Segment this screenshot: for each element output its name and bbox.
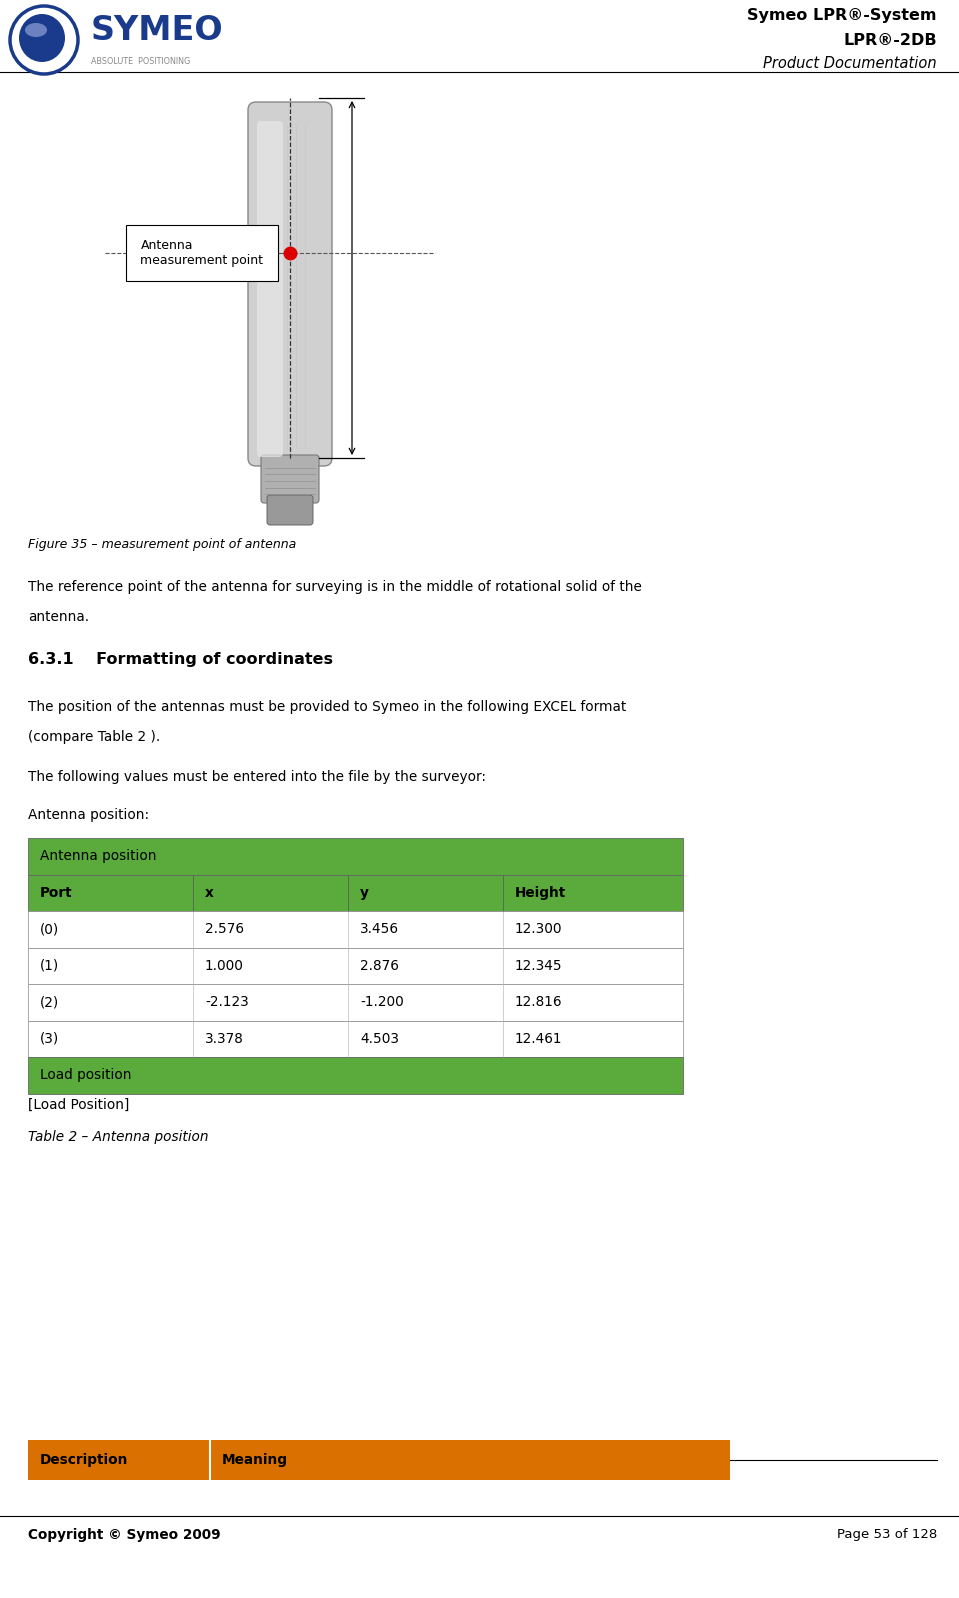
Text: (compare Table 2 ).: (compare Table 2 ). — [28, 730, 160, 745]
Text: The reference point of the antenna for surveying is in the middle of rotational : The reference point of the antenna for s… — [28, 580, 642, 594]
Text: Port: Port — [40, 885, 73, 900]
Bar — [28, 1021, 683, 1056]
Bar — [28, 837, 683, 874]
FancyBboxPatch shape — [248, 102, 332, 467]
Text: 6.3.1    Formatting of coordinates: 6.3.1 Formatting of coordinates — [28, 652, 333, 666]
Text: (3): (3) — [40, 1032, 59, 1045]
Text: Meaning: Meaning — [222, 1453, 288, 1467]
Text: x: x — [205, 885, 214, 900]
Bar — [28, 1056, 683, 1093]
Text: Antenna
measurement point: Antenna measurement point — [141, 238, 264, 267]
Text: 3.378: 3.378 — [205, 1032, 244, 1045]
Text: Copyright © Symeo 2009: Copyright © Symeo 2009 — [28, 1528, 221, 1542]
Text: Symeo LPR®-System: Symeo LPR®-System — [747, 8, 937, 22]
Text: Description: Description — [40, 1453, 129, 1467]
Ellipse shape — [19, 14, 65, 62]
Text: 12.300: 12.300 — [515, 922, 563, 936]
Text: SYMEO: SYMEO — [91, 14, 223, 48]
Bar — [28, 911, 683, 948]
Text: Page 53 of 128: Page 53 of 128 — [837, 1528, 937, 1540]
Text: 4.503: 4.503 — [360, 1032, 399, 1045]
Text: y: y — [360, 885, 369, 900]
Text: Product Documentation: Product Documentation — [763, 56, 937, 70]
Bar — [28, 874, 683, 911]
Text: 12.461: 12.461 — [515, 1032, 563, 1045]
Bar — [28, 948, 683, 984]
Text: The position of the antennas must be provided to Symeo in the following EXCEL fo: The position of the antennas must be pro… — [28, 700, 626, 714]
Text: antenna.: antenna. — [28, 610, 89, 623]
Text: 2.576: 2.576 — [205, 922, 244, 936]
Bar — [28, 984, 683, 1021]
Text: LPR®-2DB: LPR®-2DB — [843, 34, 937, 48]
Text: 12.345: 12.345 — [515, 959, 563, 973]
Text: (0): (0) — [40, 922, 59, 936]
Text: Antenna position:: Antenna position: — [28, 809, 150, 821]
Text: 3.456: 3.456 — [360, 922, 399, 936]
FancyBboxPatch shape — [126, 225, 278, 281]
Circle shape — [10, 6, 78, 74]
Text: The following values must be entered into the file by the surveyor:: The following values must be entered int… — [28, 770, 486, 785]
Text: Figure 35 – measurement point of antenna: Figure 35 – measurement point of antenna — [28, 539, 296, 551]
FancyBboxPatch shape — [261, 455, 319, 503]
Text: 12.816: 12.816 — [515, 996, 563, 1010]
Bar — [210, 1440, 730, 1480]
Text: 2.876: 2.876 — [360, 959, 399, 973]
Bar — [28, 1440, 210, 1480]
Text: Height: Height — [515, 885, 566, 900]
Text: ABSOLUTE  POSITIONING: ABSOLUTE POSITIONING — [91, 56, 190, 66]
Ellipse shape — [25, 22, 47, 37]
Text: 1.000: 1.000 — [205, 959, 244, 973]
Text: [Load Position]: [Load Position] — [28, 1098, 129, 1112]
Text: Load position: Load position — [40, 1067, 131, 1082]
FancyBboxPatch shape — [267, 495, 313, 526]
Text: Table 2 – Antenna position: Table 2 – Antenna position — [28, 1130, 208, 1144]
Text: (2): (2) — [40, 996, 59, 1010]
Text: (1): (1) — [40, 959, 59, 973]
Text: Antenna position: Antenna position — [40, 849, 156, 863]
FancyBboxPatch shape — [257, 121, 283, 457]
Text: -2.123: -2.123 — [205, 996, 248, 1010]
Text: -1.200: -1.200 — [360, 996, 404, 1010]
